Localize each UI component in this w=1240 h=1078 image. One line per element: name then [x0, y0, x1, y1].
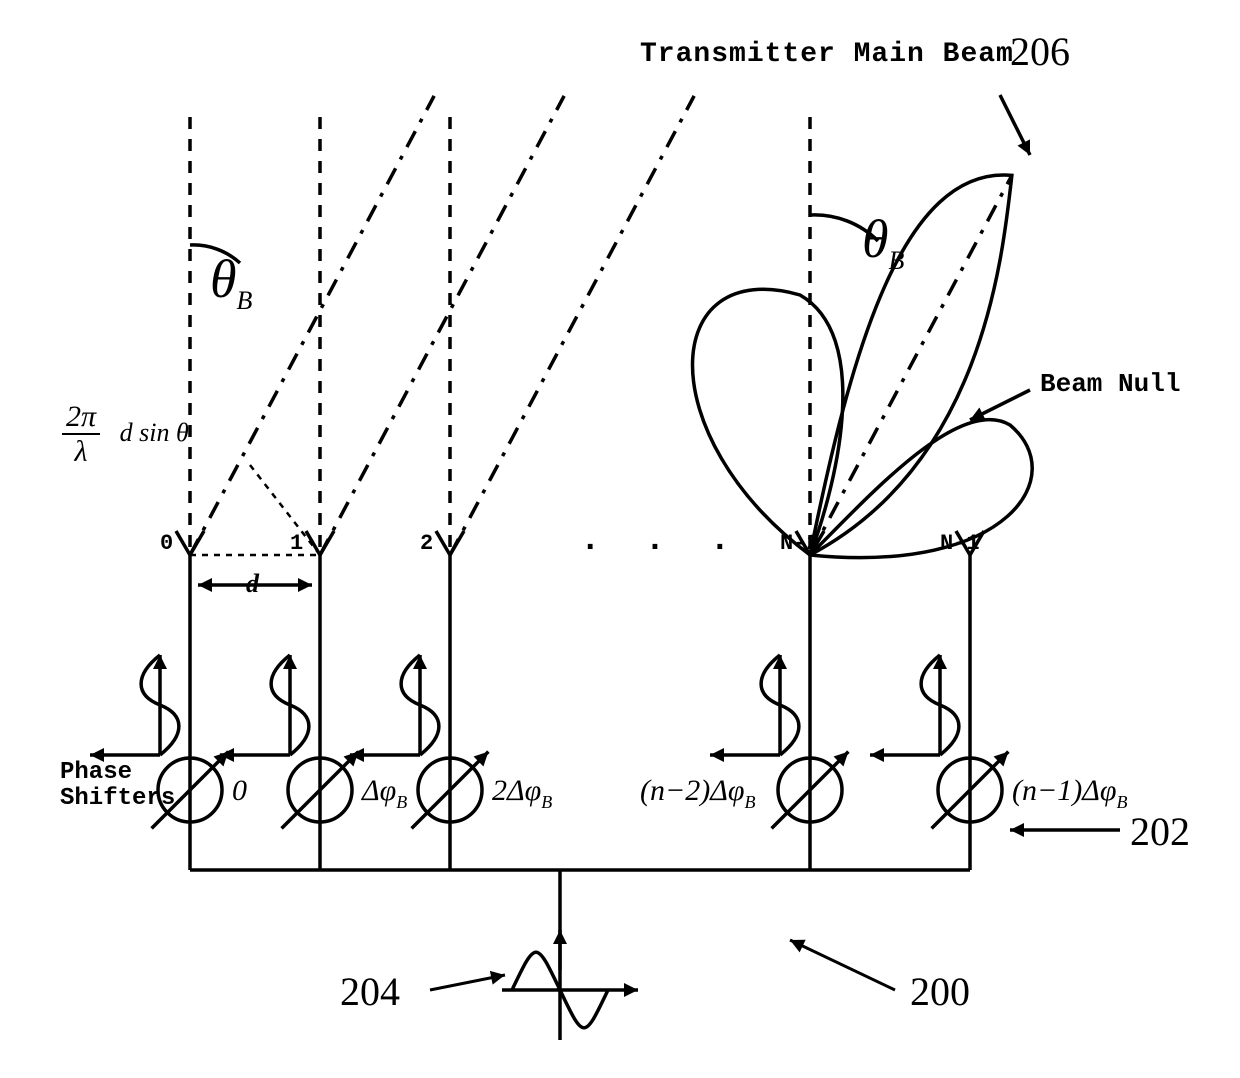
diagram-root: 001ΔφB22ΔφBN-2(n−2)ΔφBN-1(n−1)ΔφB Transm… — [0, 0, 1240, 1078]
ref-200: 200 — [910, 970, 970, 1014]
beam-null-label: Beam Null — [1040, 370, 1180, 399]
svg-text:ΔφB: ΔφB — [361, 774, 407, 812]
svg-text:(n−2)ΔφB: (n−2)ΔφB — [640, 774, 755, 812]
path-difference-label: 2π λ d sin θ — [62, 400, 189, 468]
theta-left-label: θB — [210, 250, 252, 315]
svg-text:1: 1 — [290, 531, 303, 556]
svg-text:0: 0 — [160, 531, 173, 556]
ellipsis-label: · · · — [580, 530, 742, 567]
svg-text:2ΔφB: 2ΔφB — [492, 774, 552, 812]
ref-202: 202 — [1130, 810, 1190, 854]
spacing-label: d — [246, 570, 259, 599]
phase-shifters-label: Phase Shifters — [60, 760, 175, 813]
svg-text:2: 2 — [420, 531, 433, 556]
ref-204: 204 — [340, 970, 400, 1014]
title-ref-number: 206 — [1010, 30, 1070, 74]
title-label: Transmitter Main Beam — [640, 40, 1014, 71]
svg-text:(n−1)ΔφB: (n−1)ΔφB — [1012, 774, 1127, 812]
theta-right-label: θB — [862, 210, 904, 275]
svg-text:0: 0 — [232, 774, 247, 807]
